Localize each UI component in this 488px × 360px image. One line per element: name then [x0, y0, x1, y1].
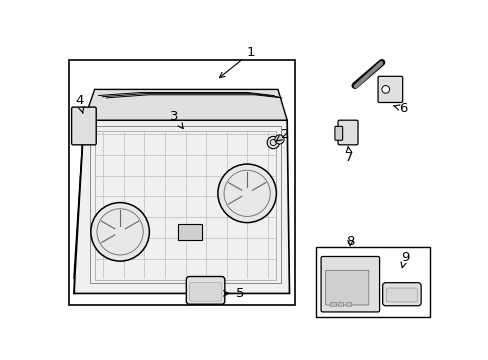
Circle shape [91, 203, 149, 261]
Bar [337, 302, 343, 306]
Text: 6: 6 [393, 102, 407, 115]
Circle shape [218, 164, 276, 222]
Bar [345, 302, 350, 306]
Text: 5: 5 [223, 287, 244, 300]
Text: 8: 8 [346, 235, 354, 248]
FancyBboxPatch shape [186, 276, 224, 304]
FancyBboxPatch shape [325, 270, 368, 305]
Text: 3: 3 [169, 110, 183, 129]
Polygon shape [74, 120, 289, 293]
FancyBboxPatch shape [189, 283, 221, 301]
FancyBboxPatch shape [337, 120, 357, 145]
Circle shape [266, 136, 279, 149]
Bar [316, 247, 429, 316]
Text: 9: 9 [400, 251, 408, 267]
FancyBboxPatch shape [71, 107, 96, 145]
FancyBboxPatch shape [386, 288, 416, 302]
FancyBboxPatch shape [377, 76, 402, 103]
Text: 2: 2 [276, 127, 289, 141]
FancyBboxPatch shape [334, 126, 342, 140]
FancyBboxPatch shape [321, 256, 379, 312]
Circle shape [381, 86, 389, 93]
Text: 1: 1 [219, 46, 255, 78]
Bar [68, 60, 294, 305]
Text: 7: 7 [345, 147, 353, 164]
Polygon shape [84, 89, 286, 120]
Bar [329, 302, 335, 306]
Bar [178, 224, 202, 239]
FancyBboxPatch shape [382, 283, 420, 306]
Circle shape [274, 135, 284, 144]
Text: 4: 4 [75, 94, 83, 113]
